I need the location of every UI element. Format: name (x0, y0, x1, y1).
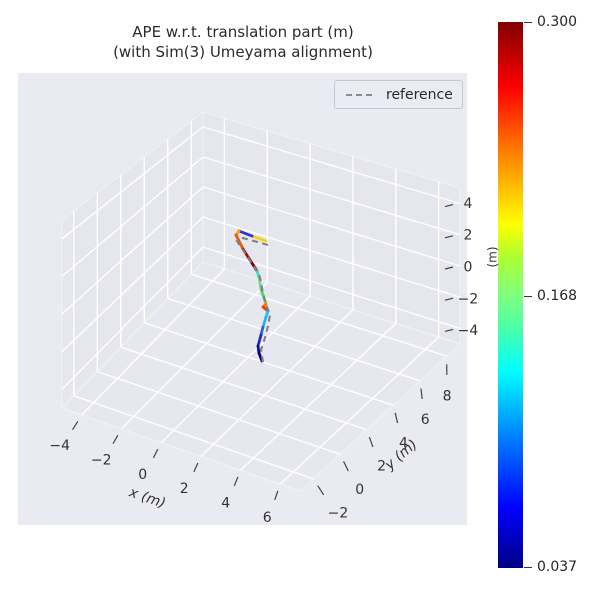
svg-text:0: 0 (464, 260, 473, 276)
colorbar-label-min: 0.037 (537, 559, 578, 575)
svg-text:2: 2 (180, 481, 189, 497)
svg-text:−4: −4 (49, 438, 70, 454)
floor-pane (61, 261, 461, 492)
legend-label-reference: reference (386, 86, 453, 103)
svg-text:0: 0 (355, 482, 364, 498)
colorbar-tick-min (524, 567, 532, 568)
colorbar: 0.300 0.168 0.037 (m) (486, 14, 578, 575)
svg-text:4: 4 (464, 196, 473, 212)
grid-lines (61, 118, 461, 485)
legend: reference (334, 80, 463, 109)
colorbar-tick-max (524, 22, 532, 23)
svg-text:−2: −2 (458, 291, 479, 307)
colorbar-gradient (498, 22, 523, 568)
svg-text:0: 0 (138, 467, 147, 483)
colorbar-label-max: 0.300 (537, 14, 578, 30)
axis-tick-marks (72, 204, 454, 501)
colorbar-unit-label: (m) (485, 246, 500, 268)
chart-title-line-2: (with Sim(3) Umeyama alignment) (113, 43, 373, 61)
reference-trajectory (235, 236, 272, 363)
svg-text:−2: −2 (91, 453, 112, 469)
chart-title: APE w.r.t. translation part (m) (with Si… (18, 22, 468, 62)
svg-text:4: 4 (221, 496, 230, 512)
colorbar-tick-mid (524, 296, 532, 297)
chart-title-line-1: APE w.r.t. translation part (m) (132, 23, 354, 41)
svg-text:6: 6 (421, 412, 430, 428)
svg-text:2: 2 (377, 459, 386, 475)
svg-text:4: 4 (399, 435, 408, 451)
svg-text:2: 2 (464, 228, 473, 244)
svg-text:−4: −4 (458, 323, 479, 339)
svg-text:8: 8 (443, 389, 452, 405)
svg-text:−2: −2 (328, 505, 349, 521)
svg-text:6: 6 (263, 510, 272, 526)
reference-dashed-line-sample (346, 93, 376, 96)
colorbar-label-mid: 0.168 (537, 288, 578, 304)
